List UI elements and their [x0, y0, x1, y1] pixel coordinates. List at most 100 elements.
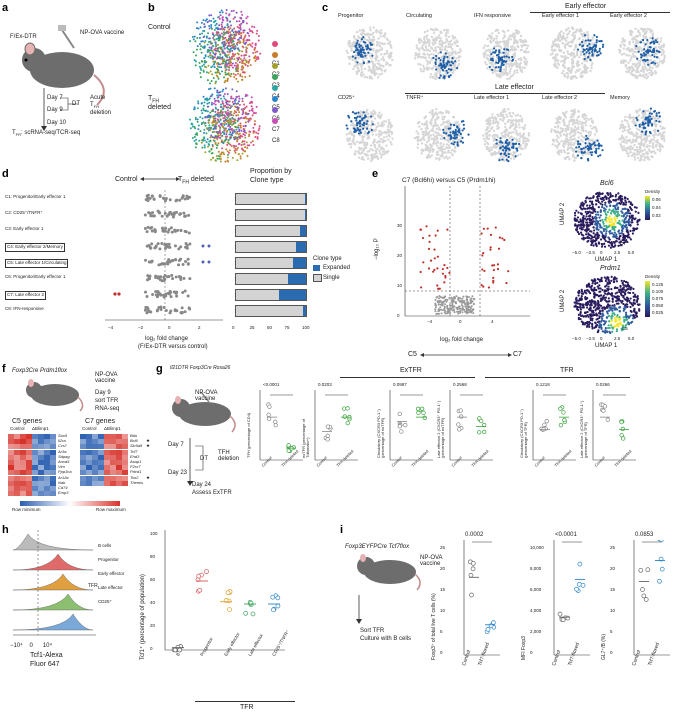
umap-hi-point	[647, 122, 650, 125]
umap-bg-point	[585, 71, 588, 74]
d-row-label: C8: IFN-responsive	[5, 306, 44, 311]
umap-bg-point	[352, 138, 355, 141]
umap-point	[210, 42, 213, 45]
umap-bg-point	[496, 113, 499, 116]
umap-bg-point	[622, 140, 626, 144]
umap-hi-point	[366, 127, 369, 130]
umap-point	[251, 45, 254, 48]
umap-bg-point	[348, 39, 351, 43]
umap-bg-point	[345, 133, 348, 136]
umap-bg-point	[447, 65, 450, 68]
umap-bg-point	[635, 70, 638, 74]
umap-bg-point	[527, 132, 531, 135]
umap-hi-point	[643, 53, 647, 56]
umap-bg-point	[630, 48, 634, 52]
umap-hi-point	[497, 53, 500, 56]
umap-point	[222, 62, 225, 65]
umap-bg-point	[455, 57, 458, 60]
umap-bg-point	[577, 69, 580, 73]
umap-bg-point	[457, 138, 460, 141]
umap-bg-point	[448, 146, 451, 149]
umap-point	[251, 114, 254, 117]
umap-bg-point	[511, 74, 514, 77]
umap-hi-point	[446, 55, 449, 59]
umap-bg-point	[431, 76, 435, 79]
umap-point	[206, 99, 209, 102]
umap-bg-point	[492, 55, 495, 59]
umap-point	[226, 159, 229, 162]
umap-hi-point	[595, 149, 598, 153]
umap-point	[247, 43, 250, 46]
umap-bg-point	[520, 44, 523, 47]
umap-point	[219, 105, 222, 108]
umap-point	[236, 52, 239, 55]
umap-point	[245, 93, 248, 96]
umap-bg-point	[434, 46, 437, 50]
umap-bg-point	[505, 73, 509, 77]
umap-bg-point	[366, 32, 370, 36]
umap-point	[230, 44, 233, 47]
umap-point	[237, 38, 240, 41]
umap-bg-point	[424, 46, 428, 50]
umap-bg-point	[551, 52, 554, 55]
umap-point	[229, 31, 232, 34]
umap-point	[208, 118, 211, 121]
umap-bg-point	[627, 61, 630, 64]
umap-bg-point	[649, 58, 653, 62]
umap-hi-point	[356, 39, 359, 42]
umap-bg-point	[377, 62, 380, 65]
umap-point	[207, 143, 210, 146]
umap-hi-point	[594, 48, 597, 51]
umap-bg-point	[516, 62, 519, 65]
umap-point	[255, 58, 258, 61]
umap-point	[193, 59, 196, 62]
umap-bg-point	[661, 132, 665, 135]
umap-bg-point	[427, 130, 431, 134]
umap-bg-point	[382, 58, 386, 61]
umap-point	[203, 101, 206, 104]
umap-bg-point	[626, 67, 629, 70]
umap-hi-point	[449, 133, 452, 137]
umap-point	[259, 52, 262, 55]
umap-bg-point	[441, 151, 445, 154]
umap-point	[211, 57, 214, 60]
umap-bg-point	[566, 36, 569, 39]
umap-bg-point	[643, 75, 646, 79]
umap-bg-point	[444, 128, 448, 131]
umap-point	[234, 61, 237, 64]
umap-bg-point	[446, 51, 449, 55]
d-point	[165, 214, 169, 218]
umap-bg-point	[518, 63, 521, 66]
umap-bg-point	[505, 53, 508, 56]
umap-hi-point	[365, 48, 368, 51]
umap-point	[250, 105, 253, 108]
umap-bg-point	[557, 63, 561, 66]
umap-bg-point	[643, 31, 647, 35]
umap-hi-point	[642, 110, 645, 113]
umap-hi-point	[368, 48, 371, 51]
umap-bg-point	[589, 117, 593, 120]
umap-bg-point	[430, 137, 434, 140]
umap-bg-point	[350, 132, 354, 136]
umap-bg-point	[589, 124, 592, 128]
umap-point	[196, 107, 199, 110]
umap-bg-point	[648, 72, 651, 75]
umap-bg-point	[430, 52, 433, 56]
umap-bg-point	[390, 130, 393, 134]
umap-bg-point	[622, 59, 626, 62]
umap-bg-point	[365, 56, 368, 60]
umap-hi-point	[590, 153, 593, 157]
umap-hi-point	[361, 48, 365, 51]
umap-bg-point	[488, 54, 491, 57]
umap-bg-point	[657, 42, 661, 46]
umap-point	[216, 89, 219, 92]
umap-bg-point	[495, 40, 498, 44]
umap-hi-point	[495, 61, 498, 64]
umap-bg-point	[581, 35, 584, 38]
umap-hi-point	[501, 158, 504, 161]
umap-bg-point	[451, 58, 454, 62]
umap-bg-point	[349, 145, 353, 149]
umap-point	[214, 126, 217, 129]
umap-bg-point	[371, 40, 375, 43]
umap-point	[212, 51, 215, 54]
